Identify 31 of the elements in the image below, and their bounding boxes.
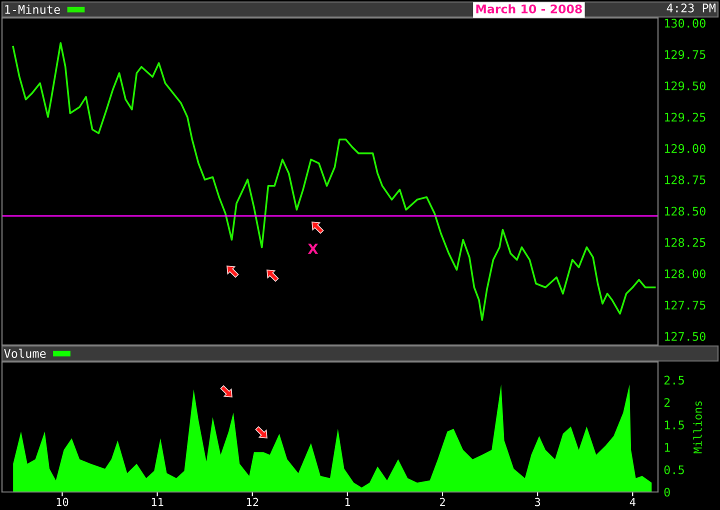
x-tick-label: 1 <box>345 498 350 506</box>
y-tick-label: 129.50 <box>664 81 706 90</box>
y-tick-label: 129.75 <box>664 50 706 60</box>
legend-label: Volume <box>4 348 46 358</box>
y-tick-label: 127.75 <box>664 300 706 310</box>
y-tick-label: 128.75 <box>664 175 706 184</box>
y-tick-label: 1 <box>664 443 670 452</box>
y-tick-label: 0 <box>664 488 670 497</box>
y-tick-label: 2 <box>664 398 670 407</box>
x-tick-label: 4 <box>630 498 636 506</box>
y-tick-label: 1.5 <box>664 420 684 430</box>
y-tick-label: 128.00 <box>664 269 706 278</box>
x-tick-label: 12 <box>247 498 258 506</box>
y-tick-label: 128.25 <box>664 238 706 247</box>
x-tick-label: 3 <box>534 498 540 506</box>
line-series <box>12 42 656 321</box>
y-tick-label: 128.50 <box>664 206 706 216</box>
y-tick-label: 0.5 <box>664 465 684 474</box>
x-tick-label: 10 <box>56 498 68 506</box>
annotation: X <box>308 244 318 254</box>
y-tick-label: 130.00 <box>664 18 706 28</box>
y-tick-label: 129.25 <box>664 112 706 122</box>
chart-subtitle: March 10 - 2008 <box>476 4 582 14</box>
x-tick-label: 11 <box>152 498 164 506</box>
y-tick-label: 2.5 <box>664 376 684 385</box>
legend-label: 1-Minute <box>5 4 60 14</box>
x-tick-label: 2 <box>440 498 445 506</box>
text: 4:23 PM <box>666 4 716 12</box>
y-tick-label: 129.00 <box>664 144 706 153</box>
y-axis-title: Millions <box>693 401 702 454</box>
y-tick-label: 127.50 <box>664 332 706 341</box>
